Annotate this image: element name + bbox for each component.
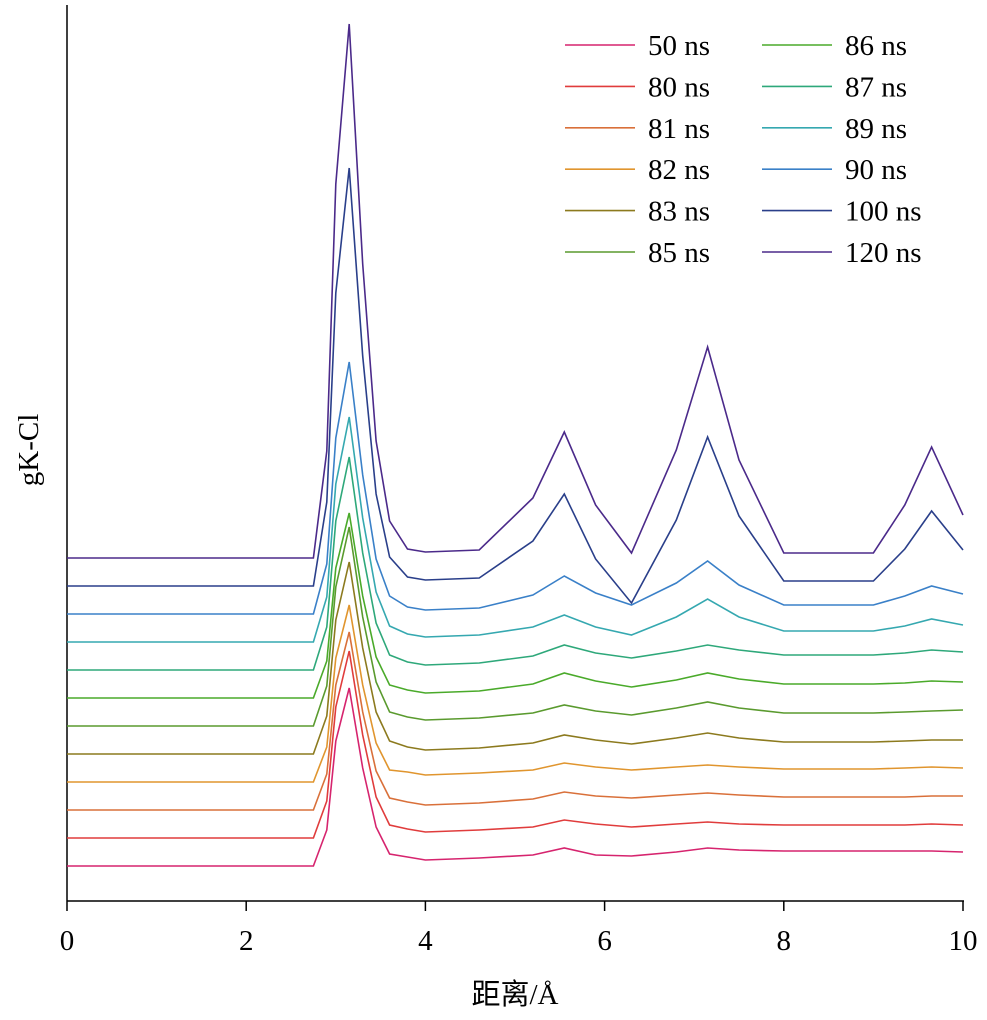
data-line bbox=[67, 512, 964, 699]
legend-label: 85 ns bbox=[648, 237, 710, 269]
x-tick-label: 10 bbox=[949, 925, 978, 957]
data-line bbox=[67, 416, 964, 643]
data-line bbox=[67, 167, 964, 605]
x-tick-label: 4 bbox=[418, 925, 433, 957]
data-line bbox=[67, 456, 964, 671]
x-tick-label: 2 bbox=[239, 925, 254, 957]
legend-label: 83 ns bbox=[648, 196, 710, 228]
legend-label: 100 ns bbox=[845, 196, 922, 228]
data-line bbox=[67, 361, 964, 615]
x-tick-label: 0 bbox=[60, 925, 75, 957]
legend-label: 86 ns bbox=[845, 30, 907, 62]
legend-label: 87 ns bbox=[845, 71, 907, 103]
y-axis-label: gK-Cl bbox=[13, 414, 45, 487]
data-line bbox=[67, 631, 963, 811]
legend-label: 90 ns bbox=[845, 154, 907, 186]
data-line bbox=[67, 650, 964, 839]
data-line bbox=[67, 687, 964, 867]
data-line bbox=[67, 23, 964, 559]
legend-label: 89 ns bbox=[845, 113, 907, 145]
x-axis-label: 距离/Å bbox=[471, 978, 558, 1011]
legend-label: 50 ns bbox=[648, 30, 710, 62]
legend-label: 81 ns bbox=[648, 113, 710, 145]
data-line bbox=[67, 604, 964, 783]
data-line bbox=[67, 526, 964, 727]
legend-label: 82 ns bbox=[648, 154, 710, 186]
legend-label: 120 ns bbox=[845, 237, 922, 269]
x-tick-label: 6 bbox=[597, 925, 612, 957]
x-tick-label: 8 bbox=[777, 925, 792, 957]
data-line bbox=[67, 561, 963, 755]
legend-label: 80 ns bbox=[648, 71, 710, 103]
